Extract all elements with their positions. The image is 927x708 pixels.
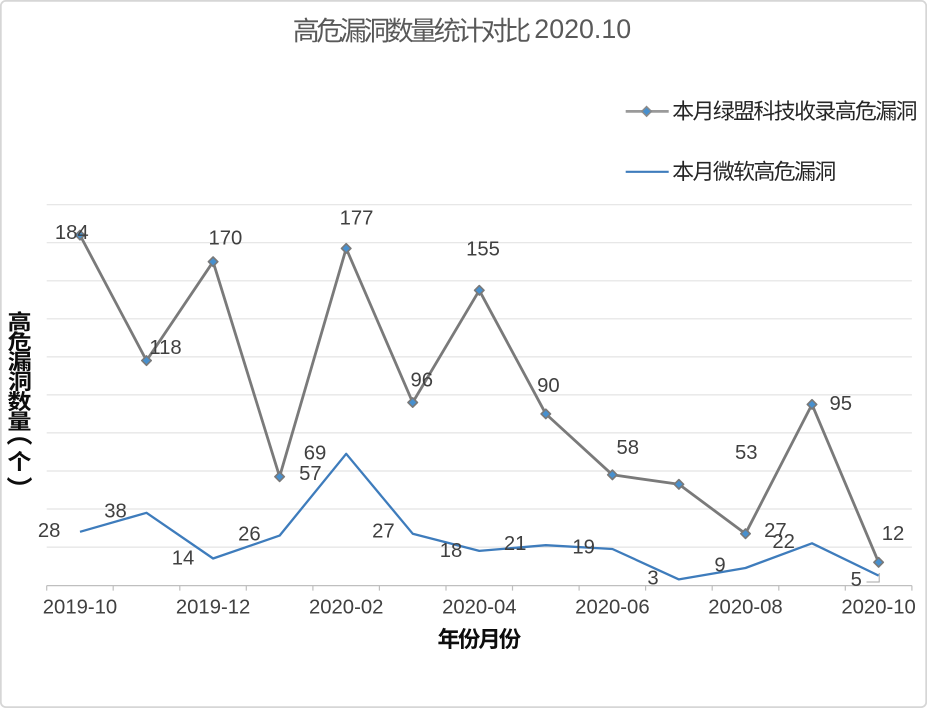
svg-text:3: 3 [647, 567, 658, 589]
svg-text:19: 19 [572, 537, 595, 559]
svg-text:2020-04: 2020-04 [442, 597, 516, 619]
svg-text:170: 170 [208, 228, 242, 250]
svg-text:26: 26 [238, 523, 261, 545]
svg-text:2019-10: 2019-10 [43, 597, 117, 619]
svg-text:177: 177 [340, 208, 374, 230]
svg-text:184: 184 [55, 222, 89, 244]
svg-text:28: 28 [38, 520, 61, 542]
svg-text:12: 12 [882, 523, 905, 545]
svg-text:14: 14 [172, 547, 195, 569]
svg-text:53: 53 [735, 442, 758, 464]
svg-text:22: 22 [772, 531, 795, 553]
svg-text:2020-06: 2020-06 [575, 597, 649, 619]
svg-text:69: 69 [304, 443, 327, 465]
svg-text:27: 27 [372, 521, 395, 543]
svg-text:2020.10: 2020.10 [534, 14, 631, 44]
svg-text:21: 21 [504, 533, 527, 555]
svg-text:118: 118 [149, 337, 181, 359]
svg-text:95: 95 [830, 393, 853, 415]
svg-text:58: 58 [617, 437, 640, 459]
svg-text:5: 5 [851, 569, 862, 591]
svg-text:2019-12: 2019-12 [176, 597, 250, 619]
svg-text:2020-08: 2020-08 [708, 597, 782, 619]
svg-text:155: 155 [466, 239, 500, 261]
svg-text:27: 27 [764, 520, 787, 542]
svg-text:2020-10: 2020-10 [841, 597, 915, 619]
svg-text:2020-02: 2020-02 [309, 597, 383, 619]
svg-text:9: 9 [714, 555, 725, 577]
svg-text:57: 57 [299, 463, 322, 485]
svg-text:18: 18 [440, 540, 463, 562]
svg-text:90: 90 [537, 375, 560, 397]
svg-text:38: 38 [104, 501, 127, 523]
svg-text:96: 96 [411, 369, 434, 391]
